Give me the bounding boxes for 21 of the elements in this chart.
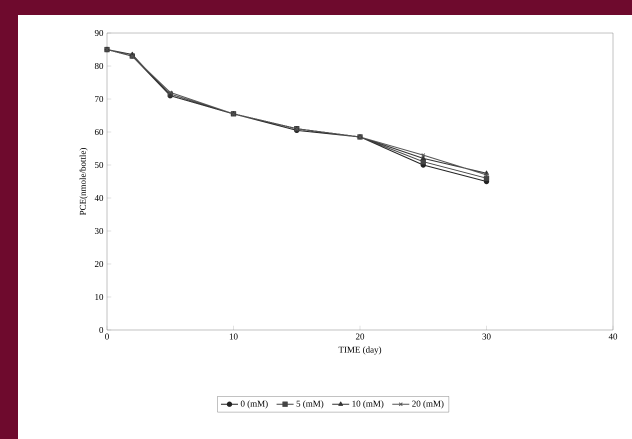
legend-label: 5 (mM) [296, 400, 324, 409]
y-tick-label: 30 [94, 228, 104, 234]
y-tick-label: 70 [95, 96, 104, 102]
x-tick-label: 10 [230, 334, 238, 340]
y-axis-title: PCE(nmole/bottle) [80, 148, 88, 216]
x-tick-label: 30 [482, 334, 491, 340]
x-tick-label: 20 [356, 334, 364, 340]
legend-label: 10 (mM) [352, 400, 384, 409]
y-tick-label: 20 [94, 260, 104, 268]
x-tick-label: 40 [608, 334, 618, 340]
y-tick-label: 90 [94, 30, 104, 36]
legend-label: 0 (mM) [240, 400, 268, 409]
y-tick-label: 50 [95, 162, 104, 168]
legend-label: 20 (mM) [412, 400, 444, 409]
y-tick-label: 0 [99, 326, 104, 334]
y-tick-label: 10 [95, 294, 104, 300]
y-tick-label: 80 [94, 62, 104, 70]
x-tick-label: 0 [105, 334, 109, 340]
y-tick-label: 60 [94, 128, 104, 136]
x-axis-title: TIME (day) [338, 346, 382, 355]
y-tick-label: 40 [94, 194, 104, 202]
